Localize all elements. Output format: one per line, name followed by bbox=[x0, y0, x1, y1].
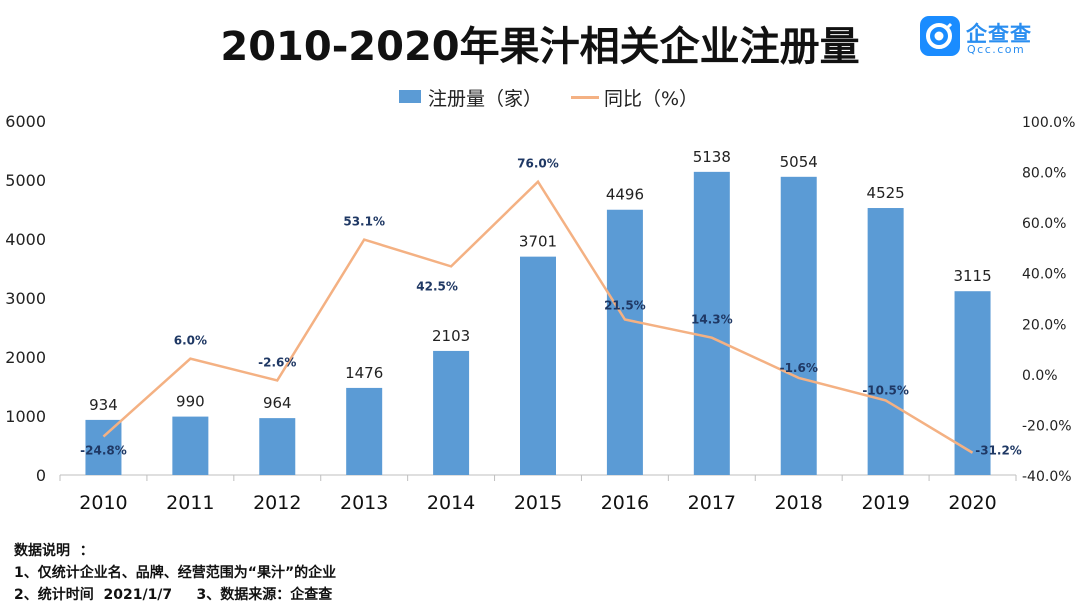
legend-bar-swatch bbox=[399, 90, 421, 103]
bar-value-label: 3115 bbox=[953, 267, 991, 285]
line-percent-label: -10.5% bbox=[862, 383, 909, 397]
y-right-tick-label: -40.0% bbox=[1022, 469, 1072, 485]
bar-value-label: 4496 bbox=[606, 186, 644, 204]
x-category-label: 2015 bbox=[514, 492, 562, 514]
y-left-tick-label: 6000 bbox=[5, 112, 46, 131]
bar-value-label: 990 bbox=[176, 393, 205, 411]
line-percent-label: 53.1% bbox=[343, 215, 385, 229]
line-percent-label: 14.3% bbox=[691, 313, 733, 327]
y-right-tick-label: 0.0% bbox=[1022, 368, 1058, 384]
line-percent-label: 42.5% bbox=[416, 279, 458, 293]
notes-line-1: 1、仅统计企业名、品牌、经营范围为“果汁”的企业 bbox=[14, 565, 337, 581]
notes-line-2: 2、统计时间 2021/1/7 3、数据来源：企查查 bbox=[14, 587, 333, 603]
qcc-logo-icon bbox=[920, 16, 960, 56]
bar-value-label: 934 bbox=[89, 396, 118, 414]
bar-value-label: 5138 bbox=[693, 148, 731, 166]
logo-name: 企查查 bbox=[966, 22, 1032, 46]
bar-value-label: 1476 bbox=[345, 364, 383, 382]
line-percent-label: -31.2% bbox=[975, 444, 1022, 458]
y-right-tick-label: 20.0% bbox=[1022, 317, 1066, 333]
y-right-tick-label: 80.0% bbox=[1022, 166, 1066, 182]
qcc-logo: 企查查 Qcc.com bbox=[920, 16, 1060, 60]
x-category-label: 2014 bbox=[427, 492, 475, 514]
bar bbox=[780, 176, 817, 475]
logo-url: Qcc.com bbox=[967, 43, 1026, 56]
x-category-label: 2020 bbox=[948, 492, 996, 514]
line-percent-label: 6.0% bbox=[174, 334, 207, 348]
line-percent-label: -2.6% bbox=[258, 355, 296, 369]
y-left-tick-label: 0 bbox=[36, 466, 46, 485]
bar bbox=[606, 209, 643, 475]
x-category-label: 2011 bbox=[166, 492, 214, 514]
line-percent-label: -24.8% bbox=[80, 444, 127, 458]
bar-value-label: 2103 bbox=[432, 327, 470, 345]
yoy-line bbox=[102, 179, 974, 454]
y-left-tick-label: 2000 bbox=[5, 348, 46, 367]
x-category-label: 2017 bbox=[688, 492, 736, 514]
y-left-tick-label: 5000 bbox=[5, 171, 46, 190]
bar-value-label: 4525 bbox=[867, 184, 905, 202]
bar bbox=[85, 419, 122, 475]
y-left-tick-label: 1000 bbox=[5, 407, 46, 426]
x-category-label: 2010 bbox=[79, 492, 127, 514]
y-right-tick-label: 100.0% bbox=[1022, 115, 1075, 131]
line-percent-label: 21.5% bbox=[604, 298, 646, 312]
data-notes: 数据说明 ： 1、仅统计企业名、品牌、经营范围为“果汁”的企业 2、统计时间 2… bbox=[14, 540, 336, 606]
x-category-label: 2016 bbox=[601, 492, 649, 514]
chart-canvas: 0 1000 2000 3000 4000 5000 6000 -40.0% -20.0% 0.0… bbox=[5, 112, 1075, 514]
x-category-label: 2019 bbox=[861, 492, 909, 514]
legend-line-swatch bbox=[571, 96, 599, 99]
chart-legend: 注册量（家） 同比（%） bbox=[0, 84, 1080, 110]
line-percent-label: 76.0% bbox=[517, 157, 559, 171]
bar bbox=[346, 387, 383, 475]
bar bbox=[693, 171, 730, 475]
bar-value-label: 3701 bbox=[519, 233, 557, 251]
bar bbox=[867, 208, 904, 475]
bar bbox=[433, 350, 470, 475]
bar-value-label: 964 bbox=[263, 394, 292, 412]
legend-line-label: 同比（%） bbox=[604, 88, 699, 110]
line-percent-label: -1.6% bbox=[780, 361, 818, 375]
y-right-tick-label: -20.0% bbox=[1022, 418, 1072, 434]
x-category-label: 2012 bbox=[253, 492, 301, 514]
x-category-label: 2013 bbox=[340, 492, 388, 514]
notes-heading: 数据说明 ： bbox=[14, 543, 94, 559]
bar bbox=[172, 416, 209, 475]
legend-bar-label: 注册量（家） bbox=[428, 88, 543, 110]
y-left-tick-label: 3000 bbox=[5, 289, 46, 308]
bar bbox=[259, 418, 296, 475]
y-right-tick-label: 40.0% bbox=[1022, 267, 1066, 283]
chart-title: 2010-2020年果汁相关企业注册量 bbox=[220, 24, 860, 70]
bar-value-label: 5054 bbox=[780, 153, 818, 171]
y-right-tick-label: 60.0% bbox=[1022, 216, 1066, 232]
x-category-label: 2018 bbox=[775, 492, 823, 514]
bar bbox=[520, 256, 556, 475]
y-left-tick-label: 4000 bbox=[5, 230, 46, 249]
